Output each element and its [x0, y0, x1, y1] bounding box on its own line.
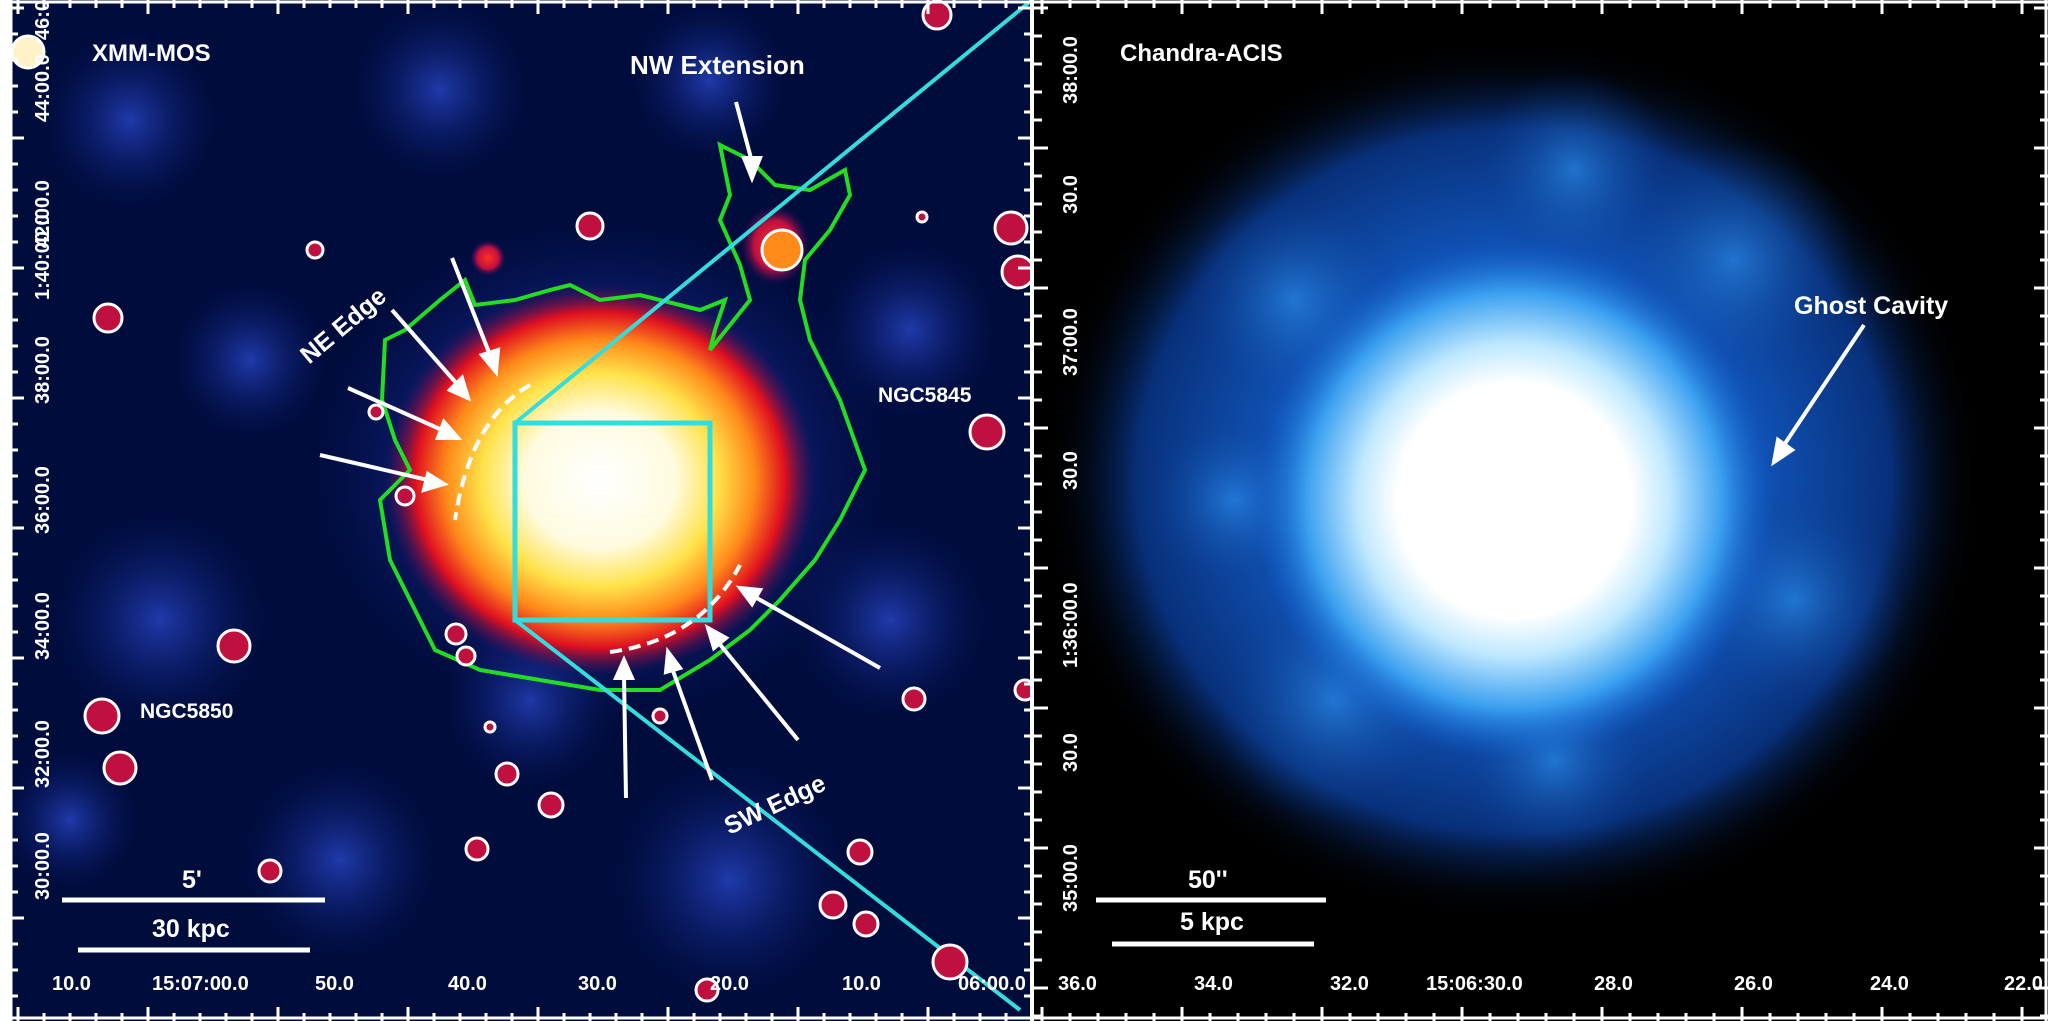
background-noise — [10, 0, 1000, 1000]
y-tick: 38:00.0 — [1060, 36, 1082, 104]
y-tick: 46:0 — [32, 0, 54, 40]
x-tick: 50.0 — [315, 973, 354, 995]
chandra-core — [1254, 240, 1774, 760]
ngc5850-label: NGC5850 — [140, 700, 234, 723]
x-tick: 36.0 — [1058, 973, 1097, 995]
xmm-image — [10, 0, 1032, 1021]
y-tick: 36:00.0 — [32, 466, 54, 534]
x-tick: 06:00.0 — [958, 973, 1026, 995]
x-tick: 32.0 — [1330, 973, 1369, 995]
x-tick: 20.0 — [710, 973, 749, 995]
left-tick-marks — [10, 0, 1032, 1021]
y-tick: 42:00.0 — [32, 180, 54, 248]
cluster-core — [385, 285, 815, 675]
nw-extension-label: NW Extension — [630, 50, 805, 80]
y-tick: 30:00.0 — [32, 832, 54, 900]
xmm-mos-panel: XMM-MOS NW Extension NE Edge SW Edge NGC… — [10, 0, 1032, 1021]
y-tick: 32:00.0 — [32, 720, 54, 788]
ghost-cavity-label: Ghost Cavity — [1794, 292, 1949, 320]
y-tick: 30.0 — [1060, 733, 1082, 772]
ngc5845-label: NGC5845 — [878, 384, 972, 407]
x-tick: 28.0 — [1594, 973, 1633, 995]
axis-ticks-left — [10, 0, 1032, 1021]
x-tick: 10.0 — [52, 973, 91, 995]
x-tick: 15:06:30.0 — [1426, 973, 1523, 995]
scalebar-arcsec-label: 50'' — [1188, 866, 1228, 894]
right-tick-marks — [1034, 0, 2048, 1021]
scalebar-kpc-label: 30 kpc — [152, 915, 230, 943]
y-tick: 30.0 — [1060, 175, 1082, 214]
x-tick: 24.0 — [1870, 973, 1909, 995]
chandra-image — [1034, 0, 2048, 1021]
annotation-arrows — [319, 101, 881, 799]
y-tick: 34:00.0 — [32, 592, 54, 660]
y-tick: 38:00.0 — [32, 336, 54, 404]
x-tick: 15:07:00.0 — [152, 973, 249, 995]
y-tick: 37:00.0 — [1060, 308, 1082, 376]
x-tick: 10.0 — [842, 973, 881, 995]
x-tick: 30.0 — [578, 973, 617, 995]
chandra-title: Chandra-ACIS — [1120, 40, 1283, 67]
y-tick: 35:00.0 — [1060, 844, 1082, 912]
scalebar-kpc-label: 5 kpc — [1180, 908, 1244, 936]
panel-divider — [1030, 0, 1034, 1021]
green-contour — [377, 141, 868, 692]
y-tick: 1:36:00.0 — [1060, 582, 1082, 668]
ghost-cavity-arrow — [1771, 323, 1866, 467]
y-tick: 44:00.0 — [32, 54, 54, 122]
y-tick: 30.0 — [1060, 451, 1082, 490]
chandra-fov-box — [512, 420, 713, 623]
x-tick: 34.0 — [1194, 973, 1233, 995]
xmm-title: XMM-MOS — [92, 40, 211, 67]
x-tick: 26.0 — [1734, 973, 1773, 995]
x-tick: 22.0 — [2004, 973, 2043, 995]
x-tick: 40.0 — [448, 973, 487, 995]
point-source-circles — [10, 0, 1032, 1003]
scalebar-arcmin-label: 5' — [182, 866, 202, 894]
chandra-acis-panel: Chandra-ACIS Ghost Cavity 50'' 5 kpc 36.… — [1034, 0, 2048, 1021]
